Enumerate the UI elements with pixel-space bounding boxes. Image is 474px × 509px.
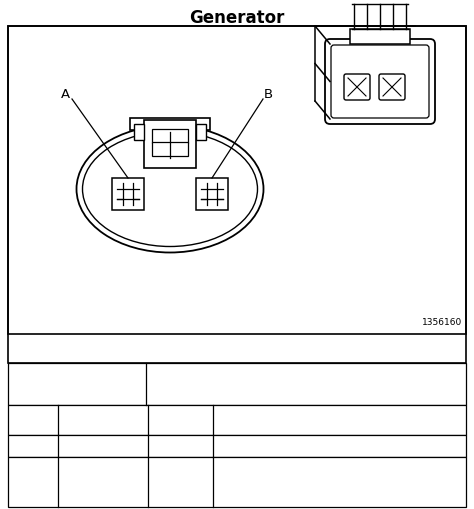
Bar	[8, 363, 466, 405]
Text: Connector Part
Information: Connector Part Information	[30, 373, 124, 395]
Bar	[8, 435, 466, 457]
Bar	[112, 178, 144, 210]
Bar	[350, 29, 410, 44]
Bar	[8, 405, 466, 435]
Ellipse shape	[82, 131, 257, 246]
Text: B: B	[264, 88, 273, 100]
Text: 1356160: 1356160	[422, 318, 462, 327]
Bar	[144, 120, 196, 167]
Text: Wire Color: Wire Color	[72, 415, 134, 425]
Bar	[134, 124, 144, 139]
Text: •  2-Way Female (GY): • 2-Way Female (GY)	[158, 387, 277, 398]
Text: Function: Function	[314, 415, 365, 425]
Bar	[196, 178, 228, 210]
Text: B: B	[29, 477, 37, 487]
Text: Generator: Generator	[189, 9, 285, 27]
Bar	[196, 124, 206, 139]
FancyBboxPatch shape	[331, 45, 429, 118]
Text: 2: 2	[177, 441, 184, 451]
Text: WH: WH	[93, 441, 113, 451]
Text: BN: BN	[95, 477, 111, 487]
Text: A: A	[61, 88, 70, 100]
Text: Charge Indicator
Control/Charge Indicator
Signal: Charge Indicator Control/Charge Indicato…	[219, 465, 347, 499]
Text: Pin: Pin	[24, 415, 42, 425]
Text: A: A	[29, 441, 37, 451]
FancyBboxPatch shape	[344, 74, 370, 100]
Text: •  7223-6224-40: • 7223-6224-40	[158, 371, 250, 381]
Bar	[130, 118, 210, 129]
FancyBboxPatch shape	[325, 39, 435, 124]
Bar	[8, 457, 466, 507]
Text: Circuit
No.: Circuit No.	[161, 409, 200, 431]
Bar	[8, 26, 466, 334]
Bar	[8, 26, 466, 363]
Text: 25: 25	[173, 477, 188, 487]
Ellipse shape	[76, 126, 264, 252]
Bar	[152, 142, 188, 156]
Bar	[152, 129, 188, 143]
FancyBboxPatch shape	[379, 74, 405, 100]
Text: Battery Positive Voltage: Battery Positive Voltage	[219, 441, 352, 451]
